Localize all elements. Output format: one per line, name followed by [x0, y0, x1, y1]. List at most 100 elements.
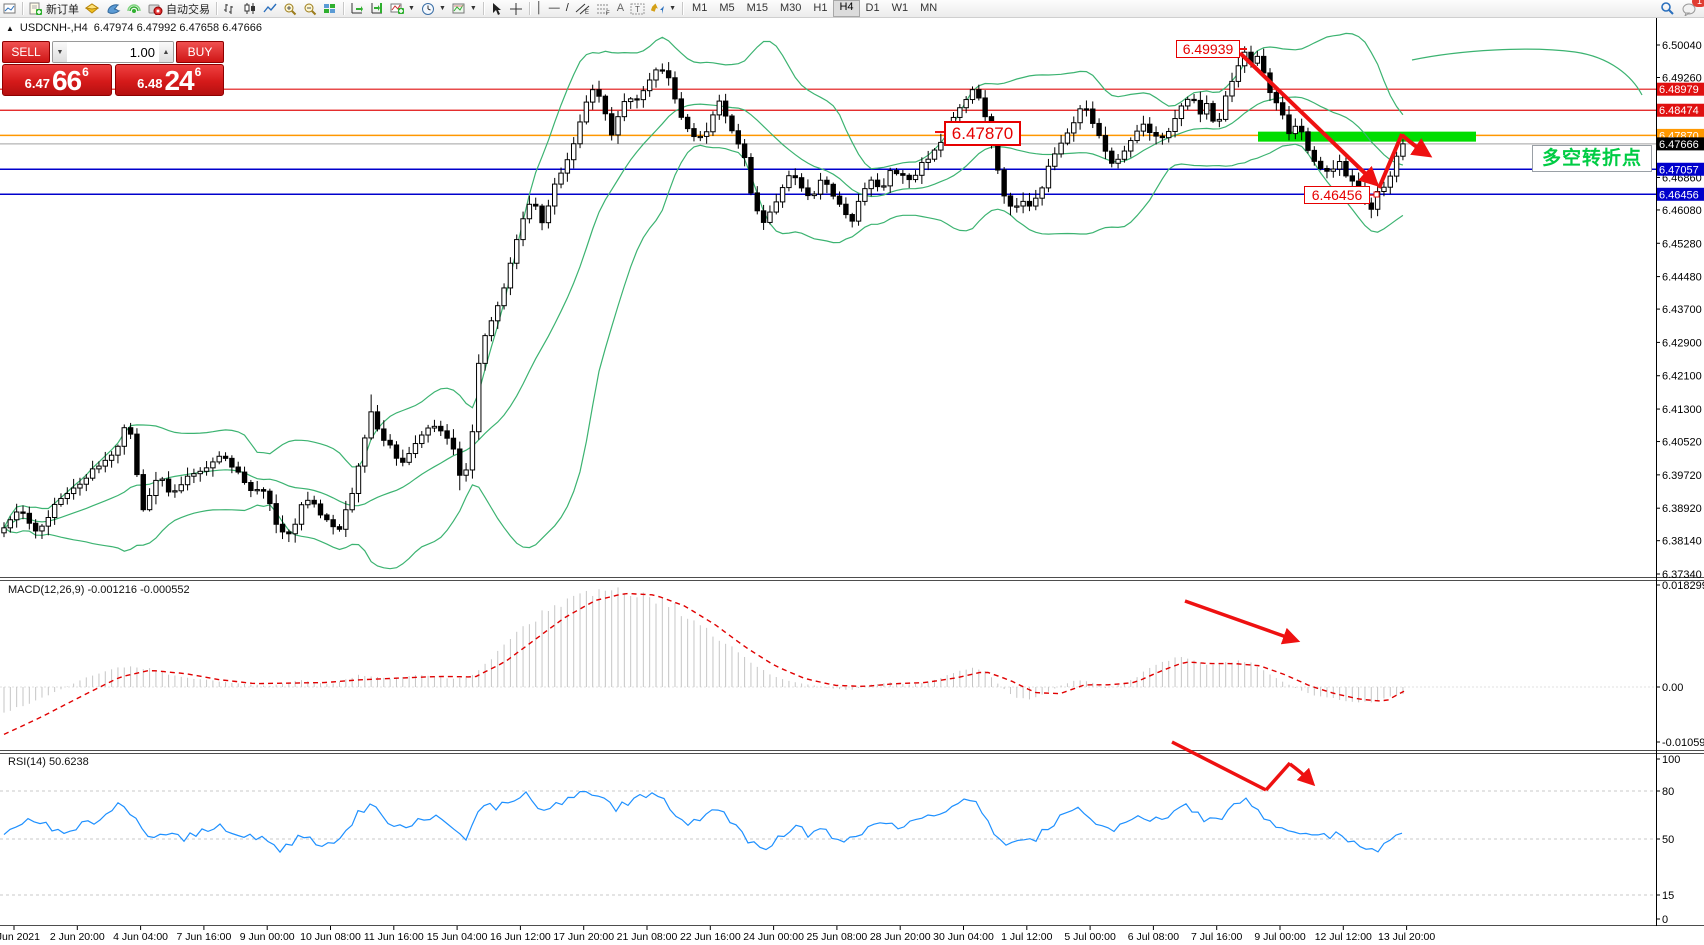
trendline-tool-icon[interactable]: /	[565, 2, 569, 14]
crosshair-icon[interactable]	[506, 1, 526, 16]
candle-body	[912, 174, 919, 181]
tf-button-h1[interactable]: H1	[813, 2, 828, 14]
candle-body	[1279, 102, 1286, 116]
axis-tick-label: 6.37340	[1662, 569, 1702, 581]
candle-body	[1254, 55, 1261, 64]
time-tick-label: 7 Jun 16:00	[176, 931, 231, 943]
buy-price-display[interactable]: 6.48 24 6	[114, 64, 224, 96]
candlestick-chart-type-icon[interactable]	[240, 1, 260, 16]
candle-body	[374, 411, 381, 430]
candle-body	[665, 70, 672, 79]
tf-button-mn[interactable]: MN	[920, 2, 938, 14]
candle-body	[855, 200, 862, 222]
candle-body	[1140, 123, 1147, 132]
arrows-tool-icon[interactable]: ▼	[648, 1, 679, 16]
tf-button-m15[interactable]: M15	[746, 2, 768, 14]
channel-tool-icon[interactable]: E	[572, 1, 593, 16]
rsi-label: RSI(14) 50.6238	[8, 756, 89, 768]
price-badge	[1657, 137, 1704, 151]
cursor-icon[interactable]	[487, 1, 506, 16]
auto-scroll-icon[interactable]	[347, 1, 367, 16]
candle-body	[817, 179, 824, 195]
gold-icon[interactable]	[82, 1, 103, 16]
period-button[interactable]: ▼	[418, 1, 449, 16]
vertical-line-tool-icon[interactable]: │	[535, 2, 543, 14]
candle-body	[7, 519, 14, 529]
horizontal-line-tool-icon[interactable]: —	[548, 2, 560, 14]
collapse-icon[interactable]: ▲	[6, 23, 14, 33]
new-order-button[interactable]: 新订单	[26, 1, 82, 16]
chevron-down-icon: ▼	[408, 5, 415, 12]
candle-body	[868, 179, 874, 190]
tf-button-w1[interactable]: W1	[891, 2, 909, 14]
community-icon[interactable]	[103, 1, 124, 16]
search-icon[interactable]	[1657, 1, 1678, 16]
candle-body	[1147, 123, 1153, 134]
auto-trading-button[interactable]: 自动交易	[145, 1, 213, 16]
zoom-out-icon[interactable]	[300, 1, 320, 16]
annotation-high-price-label[interactable]: 6.49939	[1176, 40, 1240, 58]
candle-body	[305, 499, 311, 506]
one-click-trading-panel: SELL ▼ ▲ BUY 6.47 66 6 6.48 24 6	[2, 41, 224, 96]
candle-body	[1260, 55, 1267, 74]
candle-body	[703, 131, 710, 137]
tf-button-h4[interactable]: H4	[833, 0, 860, 17]
fibonacci-tool-icon[interactable]: F	[593, 1, 614, 16]
candle-body	[1204, 103, 1210, 115]
add-indicator-button[interactable]: ▼	[387, 1, 418, 16]
tf-button-m30[interactable]: M30	[780, 2, 802, 14]
candle-body	[514, 239, 520, 264]
text-label-tool-icon[interactable]: T	[627, 1, 648, 16]
annotation-arrows	[935, 48, 1433, 198]
sell-price-display[interactable]: 6.47 66 6	[2, 64, 112, 96]
candle-body	[969, 89, 976, 101]
candle-body	[995, 142, 1001, 171]
bar-chart-type-icon[interactable]	[220, 1, 240, 16]
candle-body	[938, 141, 944, 151]
candle-body	[229, 457, 235, 468]
chart-window-icon[interactable]	[0, 1, 19, 16]
rsi-pullback-arrow	[1288, 762, 1316, 787]
zoom-in-icon[interactable]	[280, 1, 300, 16]
annotation-mid-price-label[interactable]: 6.47870	[944, 121, 1021, 146]
candle-body	[286, 531, 292, 535]
annotation-low-price-label[interactable]: 6.46456	[1304, 186, 1370, 204]
sell-button[interactable]: SELL	[2, 41, 50, 63]
line-chart-type-icon[interactable]	[260, 1, 280, 16]
chevron-down-icon: ▼	[438, 5, 446, 12]
time-tick-label: 13 Jul 20:00	[1378, 931, 1435, 943]
candle-body	[1071, 122, 1077, 134]
candle-body	[887, 170, 893, 187]
text-tool-icon[interactable]: A	[616, 2, 625, 14]
price-badge-label: 6.46456	[1659, 189, 1699, 201]
candle-body	[640, 90, 647, 101]
notifications-icon[interactable]: 1	[1678, 0, 1704, 16]
annotation-note-text[interactable]: 多空转折点	[1532, 145, 1652, 172]
signal-icon[interactable]	[124, 1, 145, 16]
volume-decrease-button[interactable]: ▼	[53, 42, 67, 62]
tile-windows-icon[interactable]	[320, 1, 340, 16]
macd-downtrend-arrow	[1184, 599, 1301, 645]
candle-body	[1090, 108, 1096, 124]
candle-body	[526, 203, 533, 220]
candle-body	[387, 439, 393, 446]
candle-body	[741, 143, 748, 159]
downtrend-arrow	[1238, 51, 1380, 187]
tf-button-m5[interactable]: M5	[719, 2, 735, 14]
candle-body	[210, 461, 216, 469]
candle-body	[121, 427, 127, 447]
volume-increase-button[interactable]: ▲	[159, 42, 173, 62]
volume-input[interactable]	[67, 42, 159, 62]
buy-button[interactable]: BUY	[176, 41, 224, 63]
candle-body	[760, 210, 767, 223]
tf-button-m1[interactable]: M1	[692, 2, 708, 14]
tf-button-d1[interactable]: D1	[865, 2, 880, 14]
candle-body	[89, 468, 96, 479]
candle-body	[906, 174, 912, 181]
candle-body	[843, 203, 849, 216]
axis-tick-label: 6.38140	[1662, 536, 1702, 548]
candle-body	[184, 475, 191, 486]
template-button[interactable]: ▼	[449, 1, 480, 16]
chart-shift-icon[interactable]	[367, 1, 387, 16]
